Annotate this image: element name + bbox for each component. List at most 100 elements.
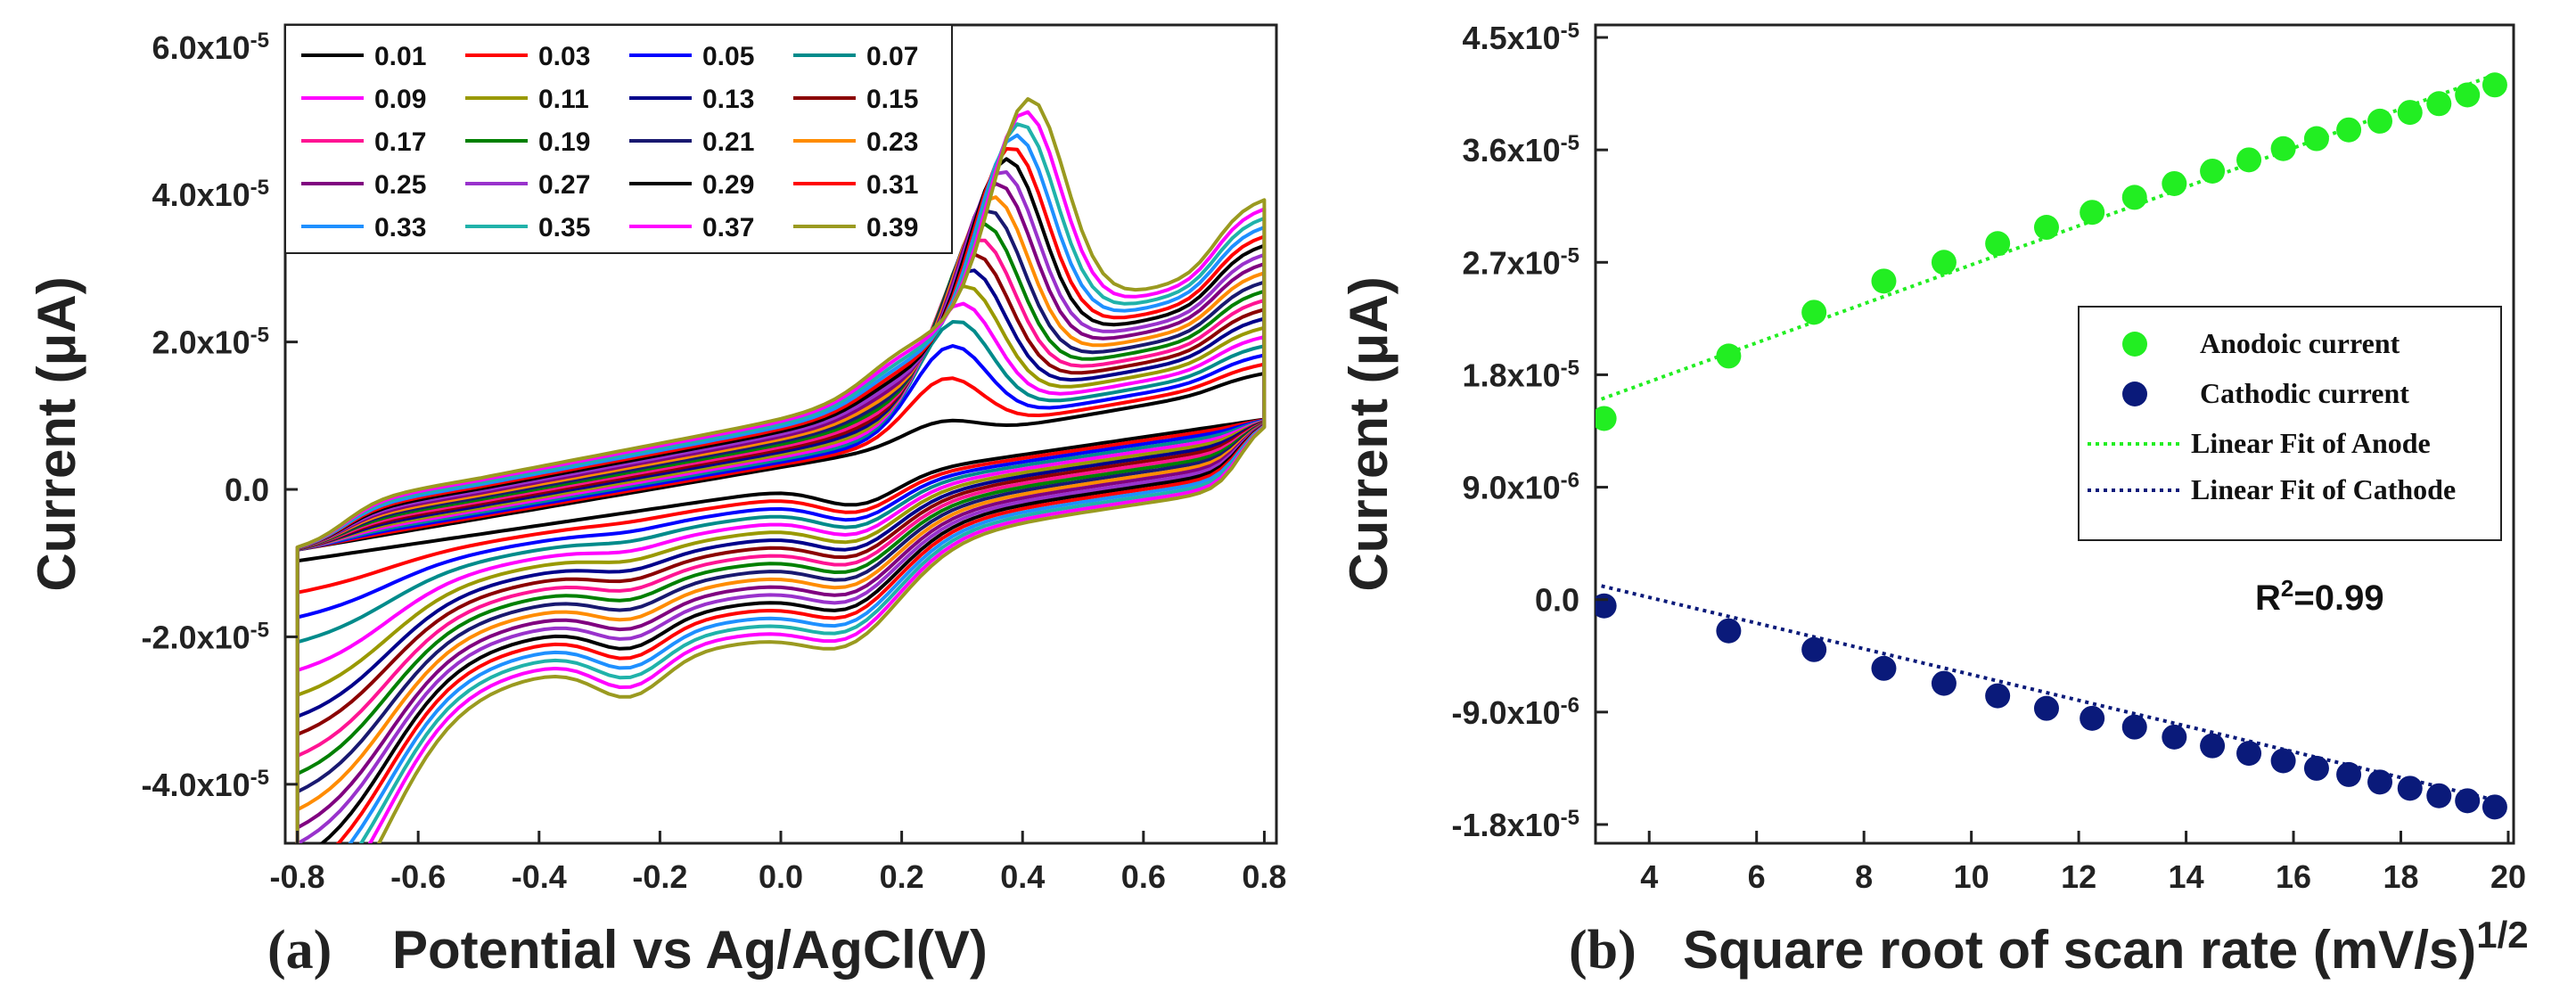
data-point [1871, 268, 1897, 294]
legend-label: 0.15 [866, 85, 918, 114]
x-tick-label: 12 [2061, 858, 2096, 895]
legend-label: 0.35 [538, 213, 590, 242]
y-tick-label: 2.0x10-5 [152, 323, 269, 361]
legend-label: 0.37 [702, 213, 754, 242]
legend-label: 0.11 [538, 85, 589, 114]
data-point [2080, 200, 2105, 226]
panel-a: -0.8 -0.6 -0.4 -0.2 0.0 0.2 0.4 0.6 0.8 6.0x10-5 4… [27, 23, 1287, 981]
legend-label: Cathodic current [2200, 377, 2409, 409]
fit-line [1601, 584, 2498, 803]
legend-a: 0.01 0.03 0.05 0.07 0.09 0.11 0.13 0.15 0.17 0.19… [284, 24, 953, 254]
legend-label: 0.19 [538, 127, 590, 157]
x-tick-label: 0.4 [1000, 858, 1045, 895]
data-point [2080, 705, 2105, 731]
legend-label: 0.31 [866, 170, 918, 200]
legend-marker [2122, 332, 2147, 357]
y-tick-label: -4.0x10-5 [142, 765, 269, 803]
data-point [2367, 108, 2393, 134]
data-point [2336, 117, 2362, 143]
scatter-plot [1596, 71, 2507, 820]
data-point [1596, 406, 1617, 431]
legend-label: 0.07 [866, 42, 918, 71]
x-tick-label: 0.0 [759, 858, 803, 895]
data-point [2455, 82, 2481, 108]
legend-label: 0.13 [702, 85, 754, 114]
legend-label: 0.17 [374, 127, 426, 157]
data-point [2303, 126, 2329, 152]
y-tick-label: 6.0x10-5 [152, 28, 269, 66]
data-point [1985, 683, 2011, 709]
x-tick-label: 4 [1640, 858, 1658, 895]
y-tick-label: 2.7x10-5 [1463, 243, 1579, 282]
y-tick-label: -2.0x10-5 [142, 618, 269, 656]
panel-label-a: (a) [267, 920, 332, 981]
y-tick-label: 4.5x10-5 [1463, 19, 1579, 57]
x-axis-title-a: Potential vs Ag/AgCl(V) [392, 920, 988, 980]
data-point [2455, 788, 2481, 814]
legend-label: 0.03 [538, 42, 590, 71]
legend-label: 0.23 [866, 127, 918, 157]
legend-label: 0.25 [374, 170, 426, 200]
x-tick-label: 0.2 [880, 858, 924, 895]
x-axis-title-b: Square root of scan rate (mV/s)1/2 [1683, 914, 2529, 981]
y-tick-label: 0.0 [1535, 582, 1579, 619]
data-point [2162, 724, 2187, 750]
legend-label: Anodoic current [2200, 327, 2400, 359]
data-point [2397, 776, 2423, 801]
y-tick-label: 3.6x10-5 [1463, 131, 1579, 169]
data-point [2367, 769, 2393, 795]
x-tick-label: -0.2 [632, 858, 687, 895]
data-point [2336, 761, 2362, 787]
data-point [2397, 100, 2423, 126]
legend-label: 0.01 [374, 42, 426, 71]
y-tick-label: 9.0x10-6 [1463, 468, 1579, 506]
data-point [1801, 300, 1827, 325]
legend-label: 0.33 [374, 213, 426, 242]
data-point [2482, 72, 2507, 98]
x-tick-label: -0.6 [390, 858, 446, 895]
data-point [2033, 215, 2059, 241]
data-point [2270, 135, 2296, 161]
y-tick-label: 0.0 [225, 472, 269, 508]
x-tick-label: 0.6 [1121, 858, 1166, 895]
y-tick-label: -9.0x10-6 [1452, 693, 1579, 731]
x-tick-label: -0.4 [512, 858, 567, 895]
r-squared-annotation: R2=0.99 [2255, 575, 2384, 618]
data-point [2426, 91, 2452, 117]
cv-curve-0.39 [295, 97, 1267, 843]
data-point [1801, 636, 1827, 662]
y-axis-title-b: Current (μA) [1339, 276, 1399, 591]
axis-ticks-b: 4 6 8 10 12 14 16 18 20 4.5x10-5 3.6x10-5 2.7x10-5 1… [1452, 19, 2526, 895]
legend-label: Linear Fit of Anode [2191, 427, 2431, 459]
cv-curves [295, 97, 1267, 843]
y-tick-label: 1.8x10-5 [1463, 356, 1579, 394]
data-point [2200, 733, 2226, 759]
axis-ticks-a: -0.8 -0.6 -0.4 -0.2 0.0 0.2 0.4 0.6 0.8 6.0x10-5 4… [142, 28, 1287, 895]
x-tick-label: 6 [1748, 858, 1766, 895]
legend-label: 0.05 [702, 42, 754, 71]
legend-label: 0.09 [374, 85, 426, 114]
data-point [2236, 147, 2262, 173]
x-tick-label: -0.8 [270, 858, 325, 895]
legend-b: Anodoic current Cathodic current Linear Fi… [2078, 306, 2502, 541]
data-point [2482, 794, 2507, 820]
data-point [1931, 670, 1957, 696]
x-tick-label: 18 [2383, 858, 2418, 895]
legend-label: 0.39 [866, 213, 918, 242]
data-point [2236, 741, 2262, 767]
legend-label: 0.21 [702, 127, 754, 157]
legend-box-b [2078, 306, 2502, 541]
data-point [2033, 695, 2059, 721]
data-point [2200, 158, 2226, 184]
data-point [1931, 250, 1957, 275]
data-point [1871, 655, 1897, 681]
x-tick-label: 20 [2490, 858, 2526, 895]
y-tick-label: -1.8x10-5 [1452, 805, 1579, 843]
legend-label: 0.27 [538, 170, 590, 200]
data-point [2121, 714, 2147, 740]
data-point [2426, 783, 2452, 808]
data-point [1716, 618, 1742, 644]
y-tick-label: 4.0x10-5 [152, 176, 269, 214]
x-tick-label: 0.8 [1242, 858, 1286, 895]
data-point [2121, 185, 2147, 210]
